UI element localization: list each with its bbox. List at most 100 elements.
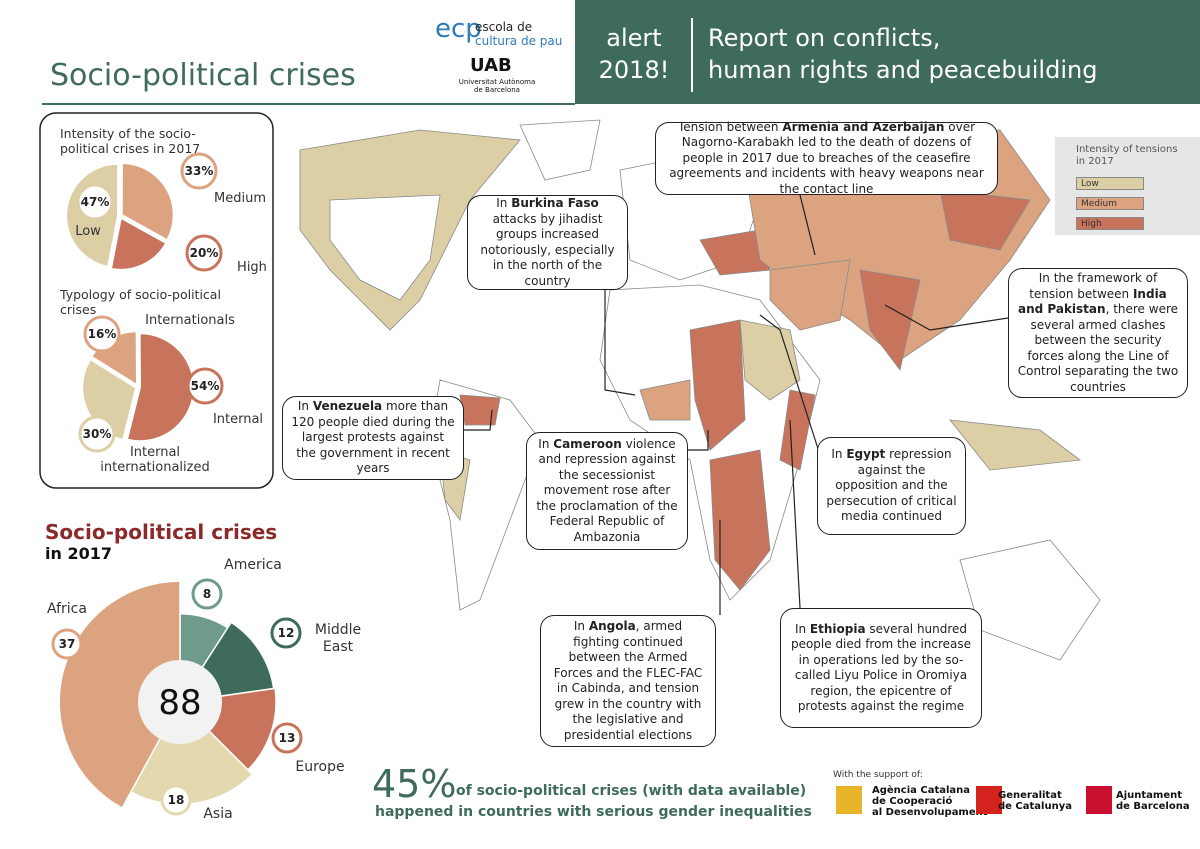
sponsor-name: Ajuntament [1116,790,1183,801]
label-badge [185,234,223,272]
category-label: High [237,260,267,275]
legend-item: Medium [1076,197,1144,210]
callout-bold: Angola [588,619,636,633]
university-mark: UAB [470,55,512,76]
callout-text: In Burkina Faso attacks by jihadist grou… [476,196,619,289]
value-label: 30% [83,427,112,441]
support-label: With the support of: [833,770,923,780]
chart-title: Typology of socio-political crises [60,287,221,317]
chart-title: Socio-political crises [45,520,278,544]
callout-bold: India and Pakistan [1017,286,1167,317]
alert-text: 2018! [598,56,670,84]
value-label: 20% [190,246,219,260]
page-title: Socio-political crises [50,58,356,93]
callout: In Burkina Faso attacks by jihadist grou… [467,195,628,290]
pie-slice [120,161,175,242]
value-label: 47% [81,195,110,209]
category-label: Internal [212,412,264,427]
callout-text: repression against the opposition and th… [826,447,957,524]
callout-text: several hundred people died from the inc… [790,621,972,714]
callout-lead: In [573,619,586,633]
stat-text: of socio-political crises (with data ava… [456,783,807,799]
callout-lead: In [538,436,550,451]
callout-bold: Ethiopia [809,621,866,636]
center-disc [138,660,222,744]
label-badge [76,183,114,221]
callout-text: In Egypt repression against the oppositi… [826,447,957,525]
callout-bold: Venezuela [312,399,383,414]
category-label: Internal internationalized [100,445,210,475]
callout: In Egypt repression against the oppositi… [817,437,966,535]
category-label: Internationals [145,313,235,328]
label-badge [78,415,116,453]
category-label: America [224,557,282,573]
sponsor-name: Agència Catalana [872,785,971,796]
callout-text: , there were several armed clashes betwe… [1017,302,1179,394]
legend-item: Low [1076,177,1144,190]
label-badge [186,367,224,405]
logo-mark: ecp [435,14,482,44]
callout: Tension between Armenia and Azerbaijan o… [655,120,998,198]
polar-sector [58,580,181,810]
header-band [575,0,1200,104]
polar-sector [129,700,254,806]
sponsor-name: de Cooperació [872,796,953,807]
category-label: Medium [214,191,266,206]
value-label: 16% [88,327,117,341]
value-label: 12 [278,626,295,640]
pie-slice [109,216,168,271]
university-name: de Barcelona [474,86,520,94]
sponsor-name: de Barcelona [1116,801,1190,812]
university-name: Universitat Autònoma [458,78,536,86]
connectors [464,194,1009,615]
sponsor-logo [976,786,1002,814]
callout: In Cameroon violence and repression agai… [526,432,688,550]
callout-lead: In the framework of tension between [1029,271,1158,301]
map-legend-title: Intensity of tensions in 2017 [1076,144,1178,167]
callout-text: In Ethiopia several hundred people died … [789,622,973,715]
callout-text: attacks by jihadist groups increased not… [480,211,615,288]
callout: In Angola, armed fighting continued betw… [540,615,716,747]
label-badge [180,152,218,190]
callout-bold: Egypt [846,447,886,462]
callout-text: more than 120 people died during the lar… [291,399,455,476]
callout-text: In Venezuela more than 120 people died d… [291,399,455,477]
callout-text: Tension between Armenia and Azerbaijan o… [664,120,989,198]
callout-text: In Angola, armed fighting continued betw… [549,619,707,743]
callout: In Venezuela more than 120 people died d… [282,396,464,480]
category-label: Asia [203,806,233,822]
total-label: 88 [158,683,201,723]
category-label: Low [75,224,101,239]
label-badge [191,578,223,610]
category-label: Middle East [314,622,362,655]
report-title: human rights and peacebuilding [708,56,1098,84]
label-badge [51,628,83,660]
callout-lead: In [297,399,309,414]
category-label: Africa [47,601,87,617]
value-label: 37 [59,637,76,651]
callout-lead: In [831,447,843,462]
stat-value: 45% [372,762,457,806]
stat-text: happened in countries with serious gende… [375,804,812,820]
value-label: 13 [279,731,296,745]
chart-panel [39,112,274,489]
callout: In the framework of tension between Indi… [1008,268,1188,398]
value-label: 33% [185,164,214,178]
world-map [299,119,1101,661]
sponsor-name: Generalitat [998,790,1062,801]
sponsor-name: al Desenvolupament [872,807,988,818]
callout-lead: In [794,621,807,636]
callout-text: , armed fighting continued between the A… [553,619,703,742]
callout-text: In Cameroon violence and repression agai… [535,437,679,546]
logo-line: escola de [475,20,533,34]
callout-bold: Cameroon [553,436,622,451]
callout-bold: Armenia and Azerbaijan [782,119,945,134]
callout-text: over Nagorno-Karabakh led to the death o… [669,119,984,196]
sponsor-name: de Catalunya [998,801,1072,812]
callout-lead: Tension between [677,119,779,134]
value-label: 54% [191,379,220,393]
callout-text: In the framework of tension between Indi… [1017,271,1179,395]
sponsor-logo [836,786,862,814]
label-badge [83,315,121,353]
logo-line: cultura de pau [475,34,563,48]
